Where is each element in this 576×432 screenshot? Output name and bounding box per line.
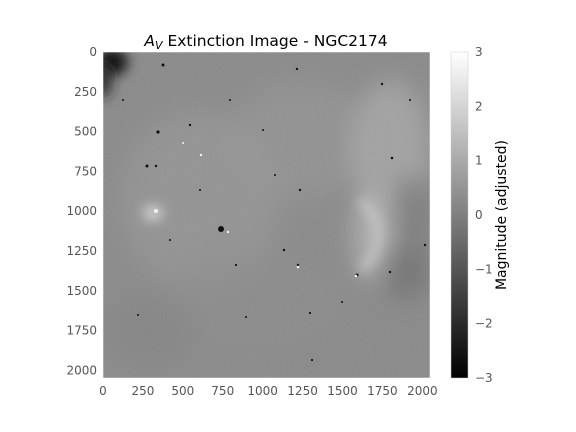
y-tick-label: 1000 [66,204,97,218]
x-tick-label: 500 [171,384,194,398]
x-tick-label: 2000 [407,384,438,398]
image-frame [102,51,431,379]
colorbar-tick-label: 3 [475,45,483,59]
y-tick-label: 500 [74,125,97,139]
x-tick-label: 1000 [247,384,278,398]
colorbar-tick-label: −2 [475,317,493,331]
y-tick-label: 2000 [66,363,97,377]
colorbar-label: Magnitude (adjusted) [494,140,510,290]
y-axis: 0 250 500 750 1000 1250 1500 1750 2000 [66,45,97,377]
y-tick-label: 250 [74,85,97,99]
colorbar-tick-label: 1 [475,154,483,168]
bright-points [154,142,358,278]
x-tick-label: 1750 [367,384,398,398]
star-points [122,63,427,362]
extinction-image [103,52,430,378]
colorbar [450,51,469,379]
x-tick-label: 1500 [327,384,358,398]
y-tick-label: 1750 [66,324,97,338]
colorbar-tick-label: −3 [475,371,493,385]
x-tick-label: 0 [99,384,107,398]
chart-title: AV Extinction Image - NGC2174 [143,32,387,52]
y-tick-label: 750 [74,164,97,178]
colorbar-tick-label: −1 [475,262,493,276]
colorbar-ticks: 3 2 1 0 −1 −2 −3 [475,45,493,385]
x-tick-label: 1250 [287,384,318,398]
y-tick-label: 1250 [66,244,97,258]
x-tick-label: 750 [211,384,234,398]
y-tick-label: 1500 [66,284,97,298]
x-tick-label: 250 [131,384,154,398]
colorbar-tick-label: 0 [475,208,483,222]
x-axis: 0 250 500 750 1000 1250 1500 1750 2000 [99,384,437,398]
y-tick-label: 0 [89,45,97,59]
colorbar-tick-label: 2 [475,99,483,113]
